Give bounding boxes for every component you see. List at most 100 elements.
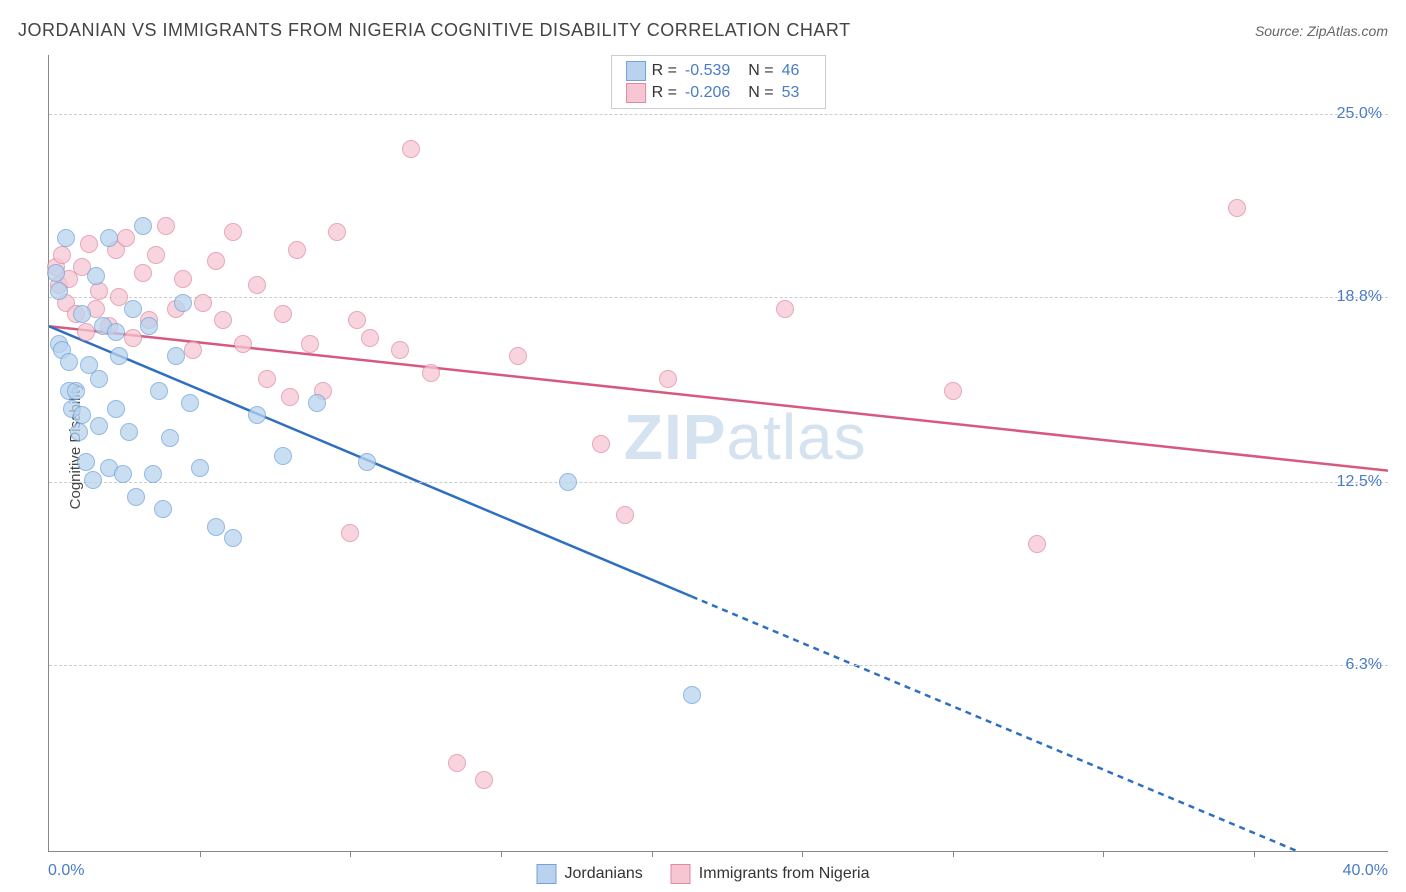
jordanians-point — [50, 282, 68, 300]
jordanians-point — [110, 347, 128, 365]
jordanians-point — [90, 370, 108, 388]
gridline — [49, 665, 1388, 666]
source-label: Source: — [1255, 23, 1307, 39]
jordanians-point — [683, 686, 701, 704]
nigeria-point — [53, 246, 71, 264]
jordanians-point — [161, 429, 179, 447]
legend-item-nigeria: Immigrants from Nigeria — [671, 864, 870, 884]
y-tick-label: 25.0% — [1337, 105, 1382, 123]
r-value-nigeria: -0.206 — [685, 84, 730, 102]
nigeria-point — [147, 246, 165, 264]
x-tick — [802, 851, 803, 857]
nigeria-point — [328, 223, 346, 241]
series-legend: Jordanians Immigrants from Nigeria — [537, 864, 870, 884]
jordanians-point — [73, 406, 91, 424]
jordanians-point — [140, 317, 158, 335]
nigeria-point — [1028, 535, 1046, 553]
watermark-bold: ZIP — [624, 401, 727, 473]
x-tick — [200, 851, 201, 857]
nigeria-point — [77, 323, 95, 341]
nigeria-point — [80, 235, 98, 253]
gridline — [49, 297, 1388, 298]
x-tick — [350, 851, 351, 857]
jordanians-point — [127, 488, 145, 506]
nigeria-point — [616, 506, 634, 524]
correlation-row-nigeria: R = -0.206 N = 53 — [626, 82, 812, 104]
jordanians-point — [84, 471, 102, 489]
jordanians-point — [70, 423, 88, 441]
nigeria-point — [274, 305, 292, 323]
watermark: ZIPatlas — [624, 400, 867, 474]
watermark-light: atlas — [726, 401, 866, 473]
r-label: R = — [652, 62, 677, 80]
n-value-jordanians: 46 — [782, 62, 800, 80]
source-credit: Source: ZipAtlas.com — [1255, 23, 1388, 39]
nigeria-point — [214, 311, 232, 329]
r-label: R = — [652, 84, 677, 102]
nigeria-point — [776, 300, 794, 318]
x-tick — [1254, 851, 1255, 857]
nigeria-point — [124, 329, 142, 347]
n-label: N = — [748, 84, 773, 102]
jordanians-point — [144, 465, 162, 483]
nigeria-point — [361, 329, 379, 347]
jordanians-point — [90, 417, 108, 435]
r-value-jordanians: -0.539 — [685, 62, 730, 80]
trend-lines — [49, 55, 1388, 851]
y-tick-label: 6.3% — [1346, 656, 1382, 674]
x-tick — [501, 851, 502, 857]
chart-title: JORDANIAN VS IMMIGRANTS FROM NIGERIA COG… — [18, 20, 851, 41]
swatch-jordanians — [626, 61, 646, 81]
nigeria-point — [592, 435, 610, 453]
x-tick — [652, 851, 653, 857]
x-tick — [1103, 851, 1104, 857]
jordanians-point — [191, 459, 209, 477]
gridline — [49, 482, 1388, 483]
jordanians-point — [358, 453, 376, 471]
nigeria-point — [224, 223, 242, 241]
nigeria-point — [509, 347, 527, 365]
nigeria-point — [207, 252, 225, 270]
nigeria-point — [301, 335, 319, 353]
jordanians-point — [73, 305, 91, 323]
nigeria-point — [184, 341, 202, 359]
jordanians-point — [114, 465, 132, 483]
jordanians-point — [107, 400, 125, 418]
correlation-row-jordanians: R = -0.539 N = 46 — [626, 60, 812, 82]
jordanians-point — [57, 229, 75, 247]
scatter-chart: ZIPatlas R = -0.539 N = 46 R = -0.206 N … — [48, 55, 1388, 852]
jordanians-point — [77, 453, 95, 471]
jordanians-point — [124, 300, 142, 318]
swatch-nigeria — [671, 864, 691, 884]
x-axis-max-label: 40.0% — [1343, 862, 1388, 880]
nigeria-point — [1228, 199, 1246, 217]
nigeria-point — [234, 335, 252, 353]
nigeria-point — [174, 270, 192, 288]
nigeria-point — [475, 771, 493, 789]
jordanians-point — [274, 447, 292, 465]
jordanians-point — [181, 394, 199, 412]
jordanians-point — [154, 500, 172, 518]
jordanians-point — [47, 264, 65, 282]
nigeria-point — [348, 311, 366, 329]
nigeria-point — [134, 264, 152, 282]
nigeria-point — [422, 364, 440, 382]
swatch-jordanians — [537, 864, 557, 884]
swatch-nigeria — [626, 83, 646, 103]
jordanians-point — [120, 423, 138, 441]
y-tick-label: 12.5% — [1337, 473, 1382, 491]
nigeria-point — [258, 370, 276, 388]
legend-label-nigeria: Immigrants from Nigeria — [699, 865, 870, 883]
jordanians-point — [67, 382, 85, 400]
jordanians-point — [207, 518, 225, 536]
jordanians-point — [224, 529, 242, 547]
nigeria-point — [659, 370, 677, 388]
nigeria-point — [248, 276, 266, 294]
jordanians-point — [559, 473, 577, 491]
nigeria-point — [194, 294, 212, 312]
gridline — [49, 114, 1388, 115]
jordanians-point — [167, 347, 185, 365]
jordanians-point — [248, 406, 266, 424]
chart-header: JORDANIAN VS IMMIGRANTS FROM NIGERIA COG… — [18, 20, 1388, 41]
jordanians-point — [150, 382, 168, 400]
